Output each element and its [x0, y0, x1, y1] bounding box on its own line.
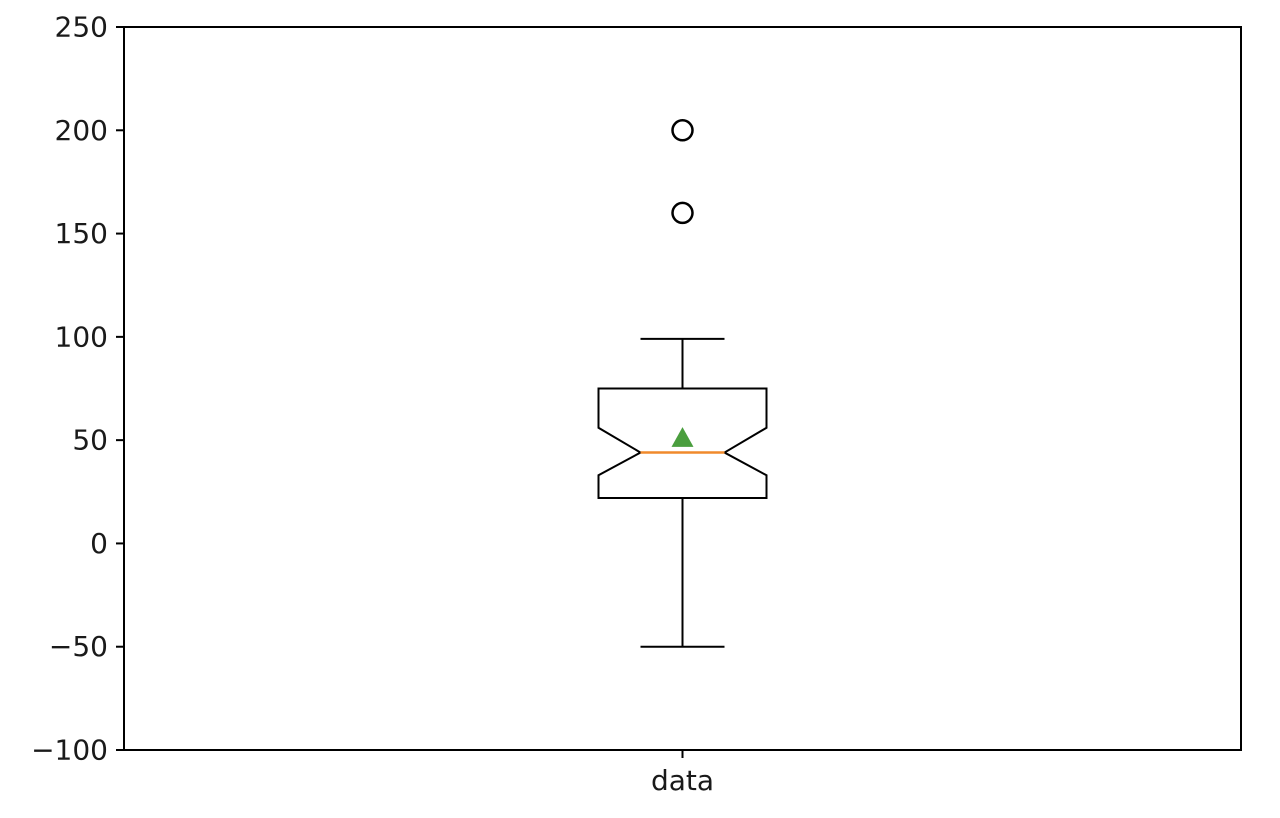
y-tick-label: 150 — [55, 217, 108, 250]
y-tick-label: 50 — [72, 424, 108, 457]
y-tick-label: −50 — [49, 630, 108, 663]
outlier-point — [671, 119, 694, 142]
y-tick-label: −100 — [31, 734, 108, 767]
x-tick-label: data — [651, 764, 714, 797]
y-tick-label: 200 — [55, 114, 108, 147]
y-tick-label: 0 — [90, 527, 108, 560]
y-tick-label: 100 — [55, 320, 108, 353]
outlier-point — [671, 201, 694, 225]
mean-marker — [671, 427, 694, 447]
y-tick-label: 250 — [55, 11, 108, 44]
